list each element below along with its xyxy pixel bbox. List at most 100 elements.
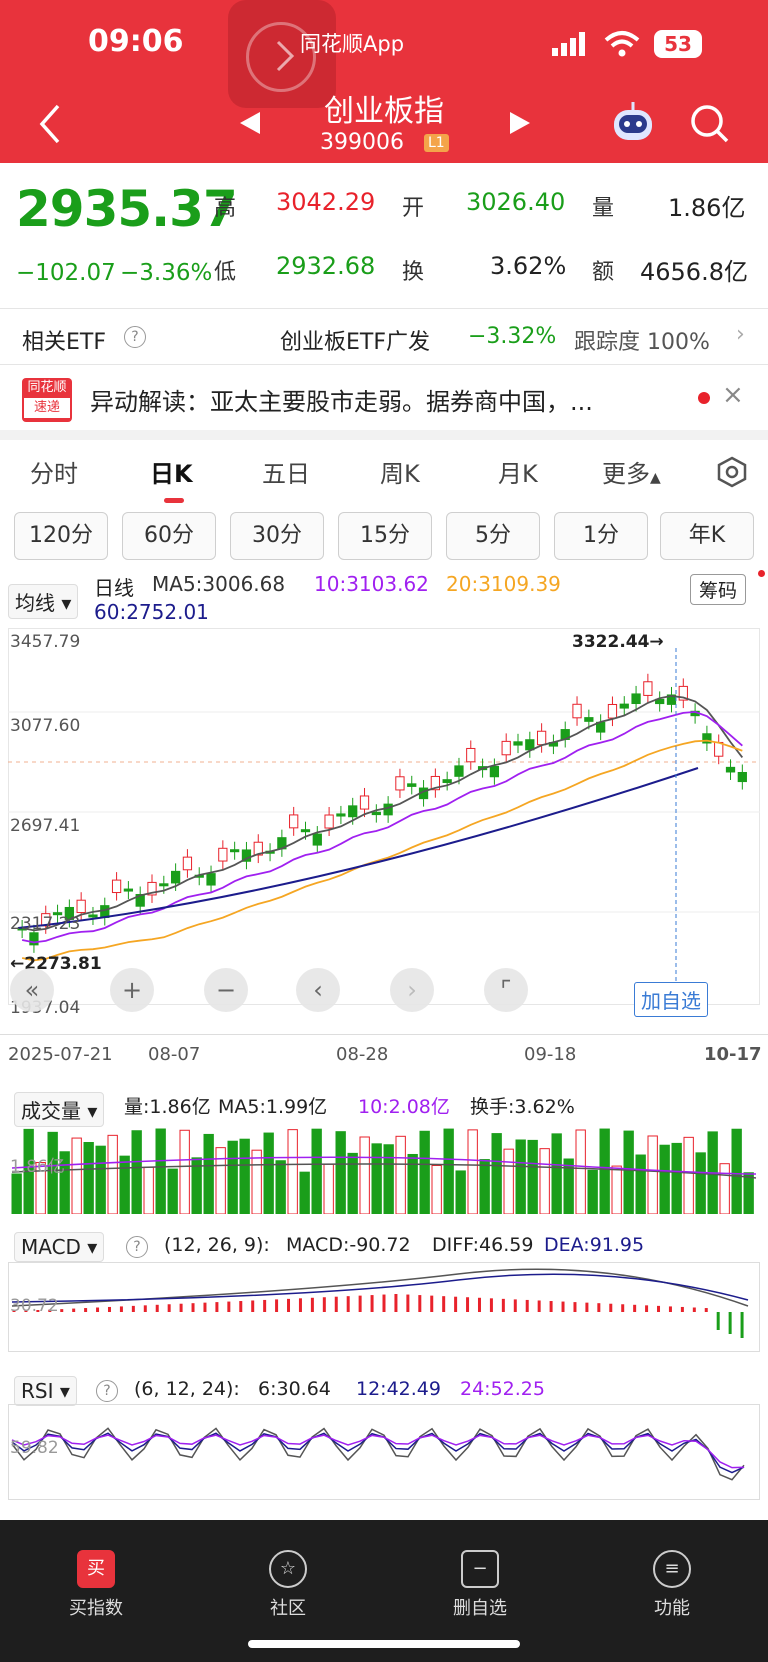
chip-button[interactable]: 筹码 [690,574,747,605]
volume-bar [215,1147,226,1214]
rsi-params: (6, 12, 24): [134,1378,240,1400]
next-index-icon[interactable] [508,110,532,136]
prev-index-icon[interactable] [238,110,262,136]
candle [407,783,417,787]
volume-bar [719,1163,730,1214]
tab-monthly-k[interactable]: 月K [498,460,538,488]
candle [501,740,511,756]
collapse-icon[interactable]: « [10,968,54,1012]
scroll-right-icon[interactable]: › [390,968,434,1012]
volume-label: 量 [592,196,615,221]
candle [359,795,370,810]
volume-bar [695,1152,706,1214]
volume-bar [227,1140,238,1214]
volume-bar [479,1159,490,1214]
back-icon[interactable] [36,102,66,146]
period-15m[interactable]: 15分 [338,512,432,560]
volume-current: 量:1.86亿 [124,1096,211,1118]
volume-ma5-line [11,1163,757,1179]
rsi-select[interactable]: RSI ▾ [14,1376,77,1406]
date-label: 2025-07-21 [8,1044,113,1065]
volume-turnover: 换手:3.62% [470,1096,575,1118]
y-axis-label: 3077.60 [10,716,81,736]
period-1m[interactable]: 1分 [554,512,648,560]
max-price-label: 3322.44→ [572,632,664,652]
chart-frame [8,1262,760,1352]
rsi6-line [11,1427,745,1481]
volume-chart[interactable] [8,1120,760,1214]
volume-ma10: 10:2.08亿 [358,1096,450,1118]
tab-indicator [164,498,184,503]
amount-label: 额 [592,260,615,285]
tab-timeshare[interactable]: 分时 [30,460,78,488]
scroll-left-icon[interactable]: ‹ [296,968,340,1012]
zoom-in-icon[interactable]: + [110,968,154,1012]
news-banner[interactable]: 同花顺 速递 异动解读：亚太主要股市走弱。据券商中国，... × [0,366,768,430]
volume-bar [419,1130,430,1214]
search-icon[interactable] [690,104,730,144]
volume-bar [251,1149,262,1214]
volume-bar [599,1128,610,1214]
volume-bar [443,1128,454,1214]
candle [123,888,134,892]
period-120m[interactable]: 120分 [14,512,108,560]
tab-daily-k[interactable]: 日K [150,460,193,488]
volume-select[interactable]: 成交量 ▾ [14,1092,105,1127]
candle [147,881,157,896]
period-5m[interactable]: 5分 [446,512,540,560]
volume-bar [287,1129,298,1214]
help-icon[interactable]: ? [126,1236,148,1258]
high-label: 高 [214,196,237,221]
ma60-line [17,767,699,929]
period-60m[interactable]: 60分 [122,512,216,560]
signal-icon [552,32,585,56]
close-icon[interactable]: × [722,380,744,410]
fullscreen-icon[interactable]: ⌜ [484,968,528,1012]
volume-bar [107,1134,118,1214]
volume-bar [119,1155,130,1214]
date-label: 08-07 [148,1044,201,1065]
ma5-value: MA5:3006.68 [152,572,286,596]
volume-bar [383,1144,394,1214]
period-30m[interactable]: 30分 [230,512,324,560]
buy-icon: 买 [77,1550,115,1588]
nav-functions[interactable]: ≡ 功能 [612,1550,732,1620]
candle [206,873,216,886]
ma-mode-select[interactable]: 均线 ▾ [8,584,79,619]
candle [643,681,653,696]
volume-bar [167,1168,178,1214]
rsi12-line [11,1432,745,1474]
rsi-chart[interactable] [8,1404,760,1500]
macd-select[interactable]: MACD ▾ [14,1232,105,1262]
date-label: 10-17 [704,1044,762,1065]
tab-more[interactable]: 更多▲ [602,460,661,488]
rsi24-value: 24:52.25 [460,1378,545,1400]
macd-chart[interactable] [8,1262,760,1352]
volume-bar [239,1138,250,1214]
ma5-line [21,695,744,932]
zoom-out-icon[interactable]: − [204,968,248,1012]
volume-bar [71,1137,82,1214]
news-text: 异动解读：亚太主要股市走弱。据券商中国，... [90,388,593,416]
settings-icon[interactable] [716,456,748,488]
nav-community[interactable]: ☆ 社区 [228,1550,348,1620]
volume-bar [671,1142,682,1214]
nav-buy-index[interactable]: 买 买指数 [36,1550,156,1620]
kline-chart[interactable] [8,628,760,1028]
dea-line [11,1273,749,1303]
robot-assistant-icon[interactable] [610,100,656,146]
add-watchlist-button[interactable]: 加自选 [634,982,708,1017]
floating-overlay[interactable] [228,0,336,108]
etf-row[interactable]: 相关ETF ? 创业板ETF广发 −3.32% 跟踪度 100% › [0,310,768,364]
volume-bar [143,1166,154,1214]
help-icon[interactable]: ? [124,326,146,348]
low-value: 2932.68 [276,252,376,280]
volume-bar [83,1142,94,1214]
tab-five-day[interactable]: 五日 [262,460,310,488]
help-icon[interactable]: ? [96,1380,118,1402]
tab-weekly-k[interactable]: 周K [380,460,420,488]
period-year-k[interactable]: 年K [660,512,754,560]
candle [655,698,665,705]
volume-bar [731,1128,742,1214]
nav-remove-watchlist[interactable]: − 删自选 [420,1550,540,1620]
